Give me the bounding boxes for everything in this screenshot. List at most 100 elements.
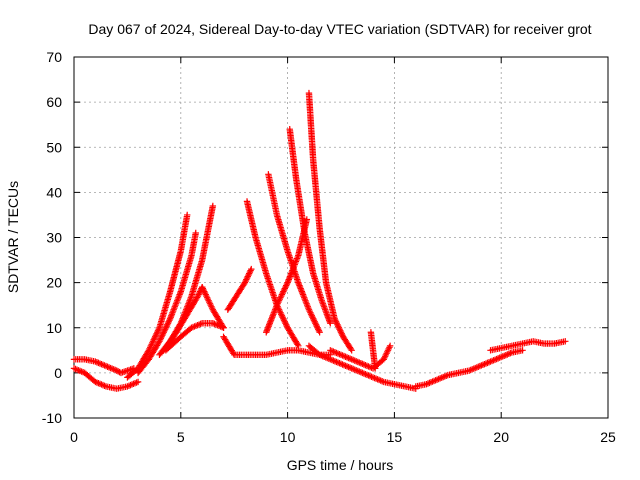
data-marker — [162, 324, 170, 331]
data-marker — [374, 376, 381, 383]
data-marker — [242, 277, 249, 285]
data-marker — [151, 333, 159, 340]
data-marker — [282, 321, 290, 328]
data-marker — [375, 376, 383, 384]
data-marker — [245, 271, 252, 279]
data-marker — [212, 321, 220, 328]
grid-layer — [74, 57, 608, 418]
data-marker — [307, 311, 315, 318]
data-point — [337, 351, 345, 359]
data-marker — [199, 285, 207, 292]
data-marker — [337, 329, 345, 336]
data-marker — [158, 333, 165, 340]
x-tick-label: 10 — [280, 429, 296, 445]
data-marker — [282, 282, 290, 289]
data-marker — [499, 353, 506, 360]
data-marker — [385, 345, 392, 353]
series-arc-3 — [124, 211, 191, 381]
data-marker — [333, 320, 340, 327]
data-marker — [493, 355, 500, 363]
data-marker — [307, 309, 314, 316]
data-marker — [156, 336, 164, 343]
data-marker — [336, 360, 343, 367]
data-point — [331, 315, 338, 322]
data-marker — [147, 342, 155, 349]
series-arc-4 — [134, 229, 199, 377]
data-point — [327, 320, 334, 327]
data-marker — [275, 297, 283, 304]
data-marker — [469, 366, 476, 373]
data-point — [92, 378, 99, 386]
data-marker — [315, 327, 323, 334]
data-marker — [211, 320, 218, 328]
data-marker — [150, 336, 157, 343]
y-axis-label: SDTVAR / TECUs — [5, 181, 21, 293]
data-marker — [155, 326, 162, 333]
data-marker — [343, 363, 351, 370]
data-point — [380, 356, 387, 363]
y-tick-label: 40 — [46, 184, 62, 200]
series-arc-19 — [412, 347, 526, 390]
data-marker — [243, 274, 251, 282]
series-arc-18 — [367, 329, 379, 372]
series-arc-14 — [305, 89, 355, 354]
data-marker — [432, 377, 439, 384]
x-tick-label: 0 — [70, 429, 78, 445]
data-marker — [149, 339, 156, 346]
data-marker — [371, 374, 378, 382]
data-marker — [317, 352, 325, 359]
data-point — [337, 360, 345, 368]
data-marker — [384, 347, 392, 354]
data-marker — [159, 330, 167, 337]
data-marker — [334, 321, 341, 328]
data-marker — [353, 358, 360, 365]
series-arc-8 — [198, 283, 227, 331]
data-marker — [243, 276, 250, 283]
tick-layer: 0 5 10 15 20 25 -10 0 10 20 30 40 50 60 70 — [42, 49, 616, 445]
data-point — [184, 211, 191, 219]
data-marker — [331, 358, 339, 365]
data-marker — [330, 357, 337, 364]
data-point — [134, 378, 142, 386]
data-marker — [148, 341, 155, 348]
data-marker — [315, 326, 322, 333]
data-marker — [424, 380, 432, 387]
data-marker — [340, 361, 348, 369]
data-marker — [475, 363, 482, 370]
data-marker — [279, 314, 286, 321]
data-marker — [384, 348, 391, 356]
data-marker — [366, 372, 374, 380]
data-marker — [339, 352, 346, 359]
data-marker — [342, 353, 349, 360]
data-marker — [478, 362, 485, 369]
data-marker — [278, 291, 286, 298]
data-marker — [441, 373, 448, 380]
data-point — [371, 365, 379, 372]
data-point — [433, 376, 441, 383]
data-point — [192, 229, 199, 237]
data-marker — [494, 355, 502, 362]
data-marker — [438, 374, 445, 381]
data-marker — [157, 335, 165, 342]
data-marker — [101, 362, 108, 369]
data-marker — [98, 381, 105, 388]
data-marker — [207, 301, 214, 309]
data-marker — [365, 372, 372, 379]
y-tick-label: 50 — [46, 139, 62, 155]
data-marker — [310, 317, 318, 324]
data-marker — [484, 359, 491, 367]
data-point — [476, 362, 484, 370]
data-marker — [429, 378, 436, 385]
data-marker — [131, 379, 139, 387]
series-arc-15 — [263, 216, 311, 336]
x-axis-label: GPS time / hours — [287, 457, 394, 473]
data-marker — [205, 297, 212, 304]
data-marker — [350, 356, 357, 364]
data-marker — [334, 323, 342, 330]
data-marker — [282, 283, 289, 291]
data-point — [487, 358, 494, 365]
data-marker — [206, 298, 213, 306]
y-tick-label: -10 — [42, 410, 62, 426]
data-marker — [362, 370, 369, 378]
data-marker — [99, 361, 107, 369]
